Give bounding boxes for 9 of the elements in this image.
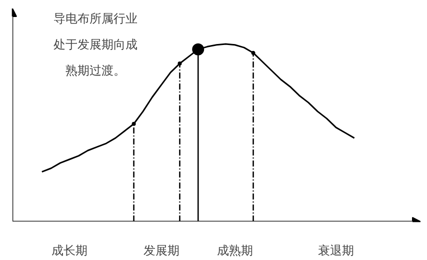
point: [251, 50, 256, 55]
point: [178, 62, 182, 66]
x-tick-label: 衰退期: [318, 244, 354, 258]
point: [132, 122, 136, 126]
x-tick-label: 成长期: [51, 244, 88, 258]
annotation: 导电布所属行业处于发展期向成熟期过渡。: [54, 12, 138, 78]
point: [192, 43, 204, 56]
x-tick-label: 发展期: [143, 244, 180, 258]
x-tick-label: 成熟期: [216, 244, 253, 258]
